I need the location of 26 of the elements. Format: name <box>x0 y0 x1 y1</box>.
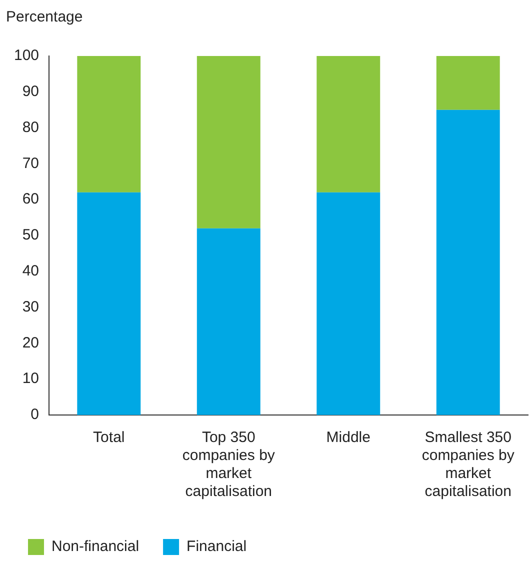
x-tick-label: Smallest 350 companies by market capitalisation <box>422 429 515 500</box>
bar <box>316 56 380 192</box>
x-tick-label: Top 350 companies by market capitalisation <box>182 429 276 500</box>
bar <box>196 228 260 415</box>
y-axis-title: Percentage <box>6 8 83 26</box>
y-tick-label: 90 <box>22 83 40 100</box>
bar <box>436 110 500 415</box>
y-tick-label: 60 <box>22 190 40 208</box>
y-tick-label: 100 <box>14 47 40 64</box>
y-tick-label: 0 <box>30 406 40 424</box>
bar <box>436 56 500 110</box>
y-tick-label: 40 <box>22 262 40 280</box>
legend-label: Non-financial <box>52 538 140 556</box>
y-tick-label: 70 <box>22 154 40 172</box>
bar <box>196 56 260 228</box>
y-tick-label: 30 <box>22 298 40 316</box>
y-tick-label: 10 <box>22 370 40 388</box>
y-tick-label: 20 <box>22 334 40 352</box>
x-tick-label: Total <box>93 429 125 446</box>
bar <box>77 192 141 415</box>
legend-label: Financial <box>186 538 247 556</box>
bar <box>77 56 141 192</box>
y-tick-label: 80 <box>22 118 40 136</box>
bar <box>316 192 380 415</box>
y-tick-label: 50 <box>22 226 40 244</box>
x-tick-label: Middle <box>326 429 370 446</box>
